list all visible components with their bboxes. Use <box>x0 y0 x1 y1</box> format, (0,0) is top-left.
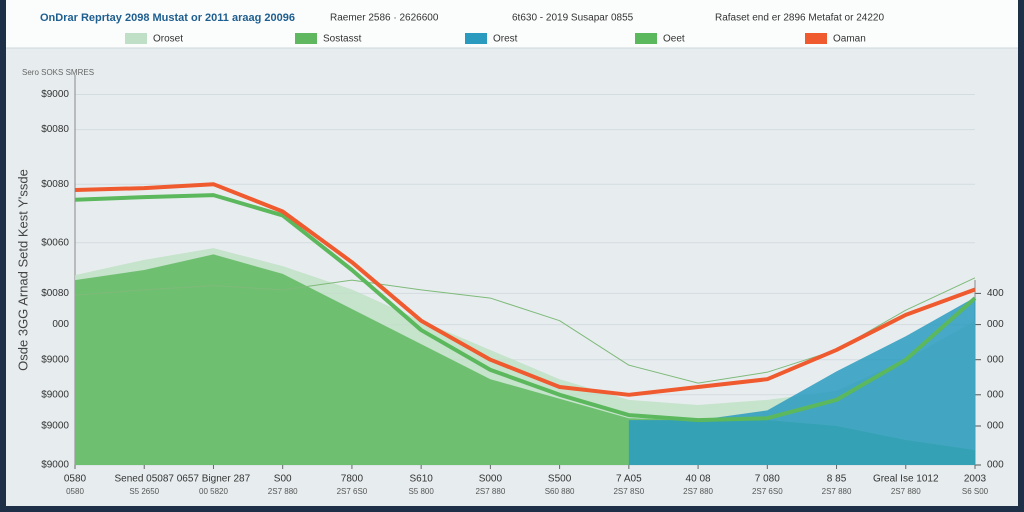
y2-tick-label: 400 <box>987 288 1004 299</box>
y2-tick-label: 000 <box>987 460 1004 471</box>
y-tick-label: $9000 <box>41 89 69 100</box>
subtitle: Sero SOKS SMRES <box>22 68 94 77</box>
header-bar <box>6 0 1018 48</box>
y-tick-label: $0060 <box>41 237 69 248</box>
x-sublabel: 0580 <box>66 487 84 496</box>
legend-label: Oaman <box>833 34 866 45</box>
x-tick-label: S610 <box>409 474 433 485</box>
x-tick-label: Greal Ise 1012 <box>873 474 939 485</box>
x-tick-label: 0657 Bigner 287 <box>177 474 251 485</box>
x-tick-label: S500 <box>548 474 572 485</box>
x-sublabel: 2S7 880 <box>475 487 505 496</box>
area <box>628 297 975 465</box>
x-sublabel: S6 S00 <box>962 487 989 496</box>
x-tick-label: S00 <box>274 474 292 485</box>
y-tick-label: $9000 <box>41 421 69 432</box>
header-title: OnDrar Reprtay 2098 Mustat or 2011 araag… <box>40 12 295 24</box>
legend-label: Sostasst <box>323 34 362 45</box>
x-tick-label: 40 08 <box>686 474 711 485</box>
x-tick-label: 2003 <box>964 474 987 485</box>
x-tick-label: 7 080 <box>755 474 780 485</box>
legend-swatch <box>295 33 317 44</box>
legend-swatch <box>125 33 147 44</box>
legend-swatch <box>465 33 487 44</box>
y-tick-label: $0080 <box>41 288 69 299</box>
x-sublabel: 2S7 6S0 <box>752 487 783 496</box>
legend-label: Oeet <box>663 34 685 45</box>
line <box>74 182 976 397</box>
x-tick-label: 7800 <box>341 474 364 485</box>
legend-swatch <box>805 33 827 44</box>
area <box>75 254 975 465</box>
legend-swatch <box>635 33 657 44</box>
legend-label: Orest <box>493 34 518 45</box>
x-sublabel: 2S7 8S0 <box>613 487 644 496</box>
x-tick-label: S000 <box>479 474 503 485</box>
x-sublabel: 2S7 880 <box>268 487 298 496</box>
y-tick-label: $9000 <box>41 389 69 400</box>
line <box>74 193 977 423</box>
x-tick-label: 7 A05 <box>616 474 642 485</box>
x-sublabel: 2S7 880 <box>683 487 713 496</box>
y-tick-label: 000 <box>52 319 69 330</box>
y-tick-label: $0080 <box>41 179 69 190</box>
x-tick-label: 8 85 <box>827 474 847 485</box>
x-sublabel: 2S7 880 <box>891 487 921 496</box>
y-axis-label: Osde 3GG Arnad Setd Kest Y'ssde <box>15 169 30 371</box>
y2-tick-label: 000 <box>987 354 1004 365</box>
x-tick-label: Sened 05087 <box>114 474 174 485</box>
x-sublabel: 2S7 880 <box>822 487 852 496</box>
x-sublabel: S60 880 <box>545 487 575 496</box>
y-tick-label: $9000 <box>41 460 69 471</box>
header-text: 6t630 - 2019 Susapar 0855 <box>512 13 634 24</box>
x-sublabel: S5 800 <box>408 487 434 496</box>
y2-tick-label: 000 <box>987 421 1004 432</box>
header-text: Raemer 2586 · 2626600 <box>330 13 439 24</box>
x-sublabel: S5 2650 <box>129 487 159 496</box>
y2-tick-label: 000 <box>987 319 1004 330</box>
x-sublabel: 00 5820 <box>199 487 228 496</box>
y-tick-label: $9000 <box>41 354 69 365</box>
x-tick-label: 0580 <box>64 474 87 485</box>
x-sublabel: 2S7 6S0 <box>337 487 368 496</box>
legend-label: Oroset <box>153 34 183 45</box>
y2-tick-label: 000 <box>987 389 1004 400</box>
y-tick-label: $0080 <box>41 124 69 135</box>
header-text: Rafaset end er 2896 Metafat or 24220 <box>715 13 884 24</box>
